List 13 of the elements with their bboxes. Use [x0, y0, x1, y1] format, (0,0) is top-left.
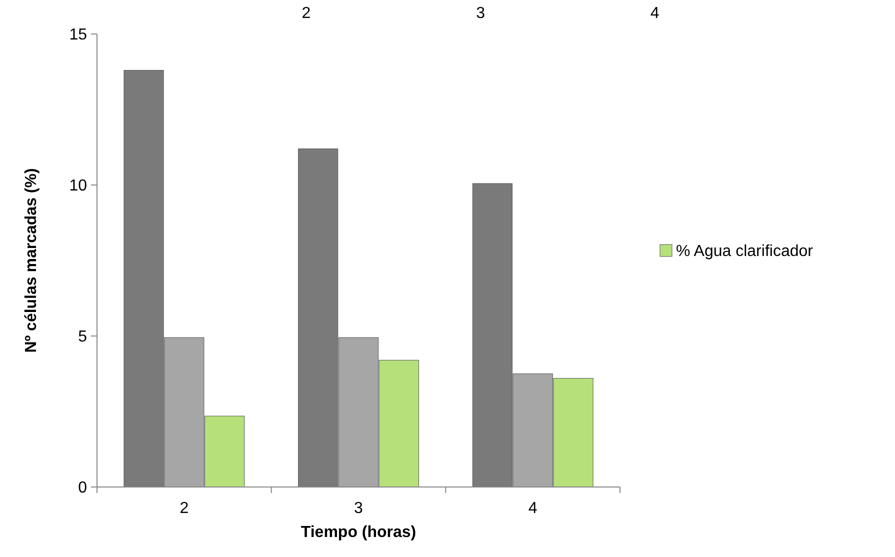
y-axis-title: Nº células marcadas (%) — [23, 168, 40, 353]
x-axis-title: Tiempo (horas) — [300, 524, 416, 541]
y-tick-label: 5 — [78, 328, 88, 346]
x-tick-label: 3 — [354, 500, 364, 517]
text: 3 — [476, 5, 486, 22]
y-tick-label: 10 — [69, 178, 88, 195]
x-tick-label: 4 — [528, 500, 538, 517]
legend-label: % Agua clarificador — [676, 243, 814, 260]
y-tick-label: 15 — [69, 26, 88, 44]
text: 2 — [302, 5, 311, 22]
x-tick-label: 2 — [180, 500, 189, 517]
text: 4 — [650, 5, 660, 22]
y-tick-label: 0 — [78, 480, 88, 497]
